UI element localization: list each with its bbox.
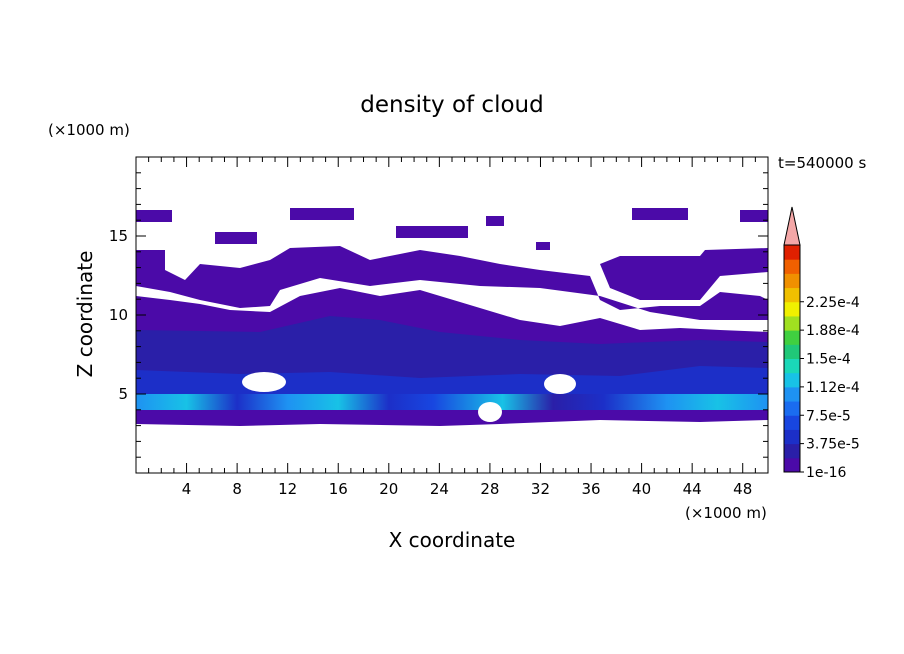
x-tick-label: 12 — [278, 480, 297, 498]
cloud-patch-top-3 — [215, 232, 257, 244]
colorbar-label: 1.5e-4 — [806, 352, 851, 368]
x-tick-label: 40 — [632, 480, 651, 498]
x-ticks: 4 8 12 16 20 24 28 32 36 40 44 48 — [148, 157, 756, 498]
x-tick-label: 8 — [232, 480, 242, 498]
x-tick-label: 16 — [329, 480, 348, 498]
x-unit-label: (×1000 m) — [685, 504, 767, 522]
colorbar-swatch — [784, 401, 800, 416]
cloud-patch-top-6 — [536, 242, 550, 250]
cloud-patch-top-1 — [136, 210, 172, 222]
time-label: t=540000 s — [778, 154, 866, 172]
colorbar-label: 7.5e-5 — [806, 408, 851, 424]
y-axis-label: Z coordinate — [73, 251, 97, 378]
colorbar-swatch — [784, 358, 800, 374]
colorbar-label: 1e-16 — [806, 465, 846, 481]
cloud-layer-upper — [136, 246, 768, 320]
cloud-patch-top-5 — [486, 216, 504, 226]
colorbar-swatch — [784, 372, 800, 388]
cloud-patch-right — [600, 248, 768, 300]
colorbar-swatch — [784, 330, 800, 345]
x-axis-label: X coordinate — [389, 528, 516, 552]
x-tick-label: 28 — [480, 480, 499, 498]
x-tick-label: 44 — [683, 480, 702, 498]
x-tick-label: 20 — [379, 480, 398, 498]
colorbar: 1e-16 3.75e-5 7.5e-5 1.12e-4 1.5e-4 1.88e-4 2.… — [783, 206, 860, 481]
colorbar-swatch — [784, 287, 800, 303]
colorbar-swatch — [784, 386, 800, 402]
colorbar-label: 2.25e-4 — [806, 295, 860, 311]
colorbar-swatch — [784, 443, 800, 459]
colorbar-label: 1.88e-4 — [806, 323, 860, 339]
colorbar-overflow-triangle — [783, 206, 801, 246]
colorbar-swatch — [784, 315, 800, 331]
y-unit-label: (×1000 m) — [48, 121, 130, 139]
colorbar-swatch — [784, 245, 800, 260]
y-tick-label: 5 — [118, 385, 128, 403]
cloud-bright-band — [136, 394, 768, 410]
colorbar-swatch — [784, 259, 800, 274]
cloud-patch-top-8 — [740, 210, 768, 222]
chart-title: density of cloud — [360, 92, 543, 118]
y-tick-label: 15 — [109, 227, 128, 245]
y-ticks: 5 10 15 — [109, 172, 768, 458]
plot-area — [136, 208, 768, 426]
x-tick-label: 24 — [430, 480, 449, 498]
cloud-patch-top-2 — [290, 208, 354, 220]
y-tick-label: 10 — [109, 306, 128, 324]
x-tick-label: 36 — [581, 480, 600, 498]
colorbar-label: 3.75e-5 — [806, 437, 860, 453]
colorbar-swatch — [784, 273, 800, 289]
x-tick-label: 32 — [531, 480, 550, 498]
cloud-patch-top-4 — [396, 226, 468, 238]
colorbar-swatch — [784, 415, 800, 430]
colorbar-swatch — [784, 429, 800, 445]
colorbar-swatch — [784, 344, 800, 359]
colorbar-label: 1.12e-4 — [806, 380, 860, 396]
x-tick-label: 48 — [733, 480, 752, 498]
colorbar-swatch — [784, 457, 800, 473]
cloud-patch-top-7 — [632, 208, 688, 220]
x-tick-label: 4 — [182, 480, 192, 498]
clear-hole-2 — [544, 374, 576, 394]
clear-hole-3 — [478, 402, 502, 422]
clear-hole-1 — [242, 372, 286, 392]
colorbar-swatch — [784, 301, 800, 317]
